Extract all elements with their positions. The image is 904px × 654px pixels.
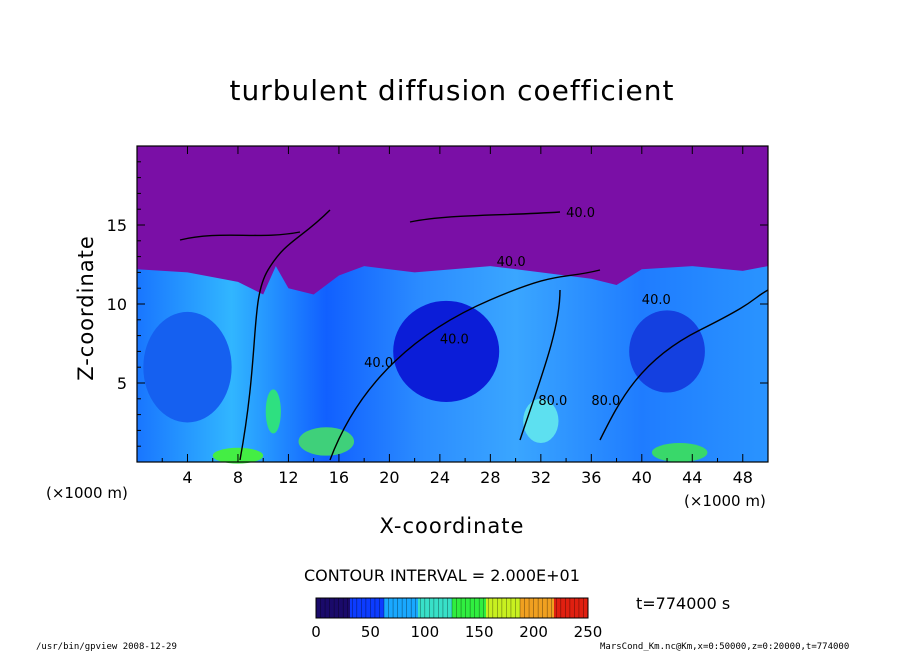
y-tick-label: 15: [107, 216, 127, 235]
colorbar-swatch: [316, 598, 324, 618]
colorbar-swatch: [452, 598, 460, 618]
colorbar-tick-label: 50: [360, 623, 380, 641]
colorbar-swatch: [472, 598, 480, 618]
colorbar-swatch: [526, 598, 535, 618]
x-axis-label: X-coordinate: [379, 514, 525, 538]
x-tick-label: 8: [233, 468, 243, 487]
x-tick-label: 12: [278, 468, 298, 487]
contour-line: [329, 269, 601, 461]
colorbar-swatch: [513, 598, 521, 618]
contour-line: [409, 211, 561, 223]
colorbar-swatch: [465, 598, 473, 618]
hotspot-green: [298, 427, 355, 456]
x-tick-label: 28: [480, 468, 500, 487]
colorbar-swatch: [560, 598, 569, 618]
contour-interval: CONTOUR INTERVAL = 2.000E+01: [304, 566, 580, 585]
plot-area: 40.0 40.0 40.0 80.0 80.0 40.0 40.0: [137, 146, 769, 464]
y-tick-label: 5: [117, 374, 127, 393]
hotspot-cyan: [523, 398, 559, 444]
eddy-left: [143, 311, 232, 423]
colorbar-swatch: [540, 598, 548, 618]
colorbar-swatch: [356, 598, 365, 618]
footer-left: /usr/bin/gpview 2008-12-29: [36, 642, 177, 652]
colorbar-swatch: [567, 598, 575, 618]
x-tick-label: 16: [329, 468, 349, 487]
colorbar-tick-label: 250: [573, 623, 603, 641]
contour-line: [599, 289, 769, 441]
contour-label: 80.0: [538, 394, 567, 409]
x-tick-label: 40: [632, 468, 652, 487]
contour-line: [179, 231, 301, 241]
colorbar-swatch: [445, 598, 453, 618]
footer-right: MarsCond_Km.nc@Km,x=0:50000,z=0:20000,t=…: [600, 642, 850, 652]
colorbar-swatch: [479, 598, 487, 618]
x-tick-label: 48: [733, 468, 753, 487]
contour-label: 40.0: [440, 333, 469, 348]
colorbar-swatch: [486, 598, 494, 618]
x-unit-right: (×1000 m): [684, 492, 766, 510]
colorbar-swatch: [411, 598, 419, 618]
colorbar-swatch: [418, 598, 426, 618]
contour-label: 40.0: [642, 293, 671, 308]
x-tick-label: 20: [379, 468, 399, 487]
colorbar: [315, 597, 589, 619]
hotspot-green: [651, 443, 708, 462]
contour-label: 80.0: [591, 394, 620, 409]
colorbar-swatch: [350, 598, 358, 618]
colorbar-swatch: [424, 598, 433, 618]
contour-line: [239, 209, 331, 461]
colorbar-swatch: [547, 598, 555, 618]
colorbar-swatch: [343, 598, 351, 618]
colorbar-swatch: [492, 598, 501, 618]
colorbar-tick-label: 200: [519, 623, 548, 641]
contour-label: 40.0: [364, 356, 393, 371]
eddy-right: [629, 310, 705, 393]
colorbar-swatch: [329, 598, 337, 618]
colorbar-swatch: [458, 598, 467, 618]
colorbar-swatch: [397, 598, 405, 618]
hotspot-green: [265, 389, 281, 434]
x-tick-label: 32: [531, 468, 551, 487]
contour-label: 40.0: [566, 206, 595, 221]
chart-title: turbulent diffusion coefficient: [229, 74, 675, 107]
colorbar-swatch: [404, 598, 412, 618]
colorbar-tick-label: 150: [464, 623, 494, 641]
colorbar-swatch: [438, 598, 446, 618]
colorbar-swatch: [363, 598, 371, 618]
x-tick-label: 24: [430, 468, 450, 487]
colorbar-swatch: [390, 598, 399, 618]
colorbar-frame: [315, 597, 589, 619]
x-tick-label: 4: [182, 468, 192, 487]
x-tick-label: 36: [581, 468, 601, 487]
colorbar-swatch: [431, 598, 439, 618]
contour-label: 40.0: [497, 255, 526, 270]
colorbar-swatch: [574, 598, 582, 618]
colorbar-swatch: [506, 598, 514, 618]
time-label: t=774000 s: [636, 594, 731, 613]
colorbar-tick-label: 100: [410, 623, 440, 641]
colorbar-swatch: [499, 598, 507, 618]
colorbar-swatch: [554, 598, 562, 618]
x-unit-left: (×1000 m): [46, 484, 128, 502]
colorbar-swatch: [533, 598, 541, 618]
colorbar-swatch: [336, 598, 344, 618]
colorbar-swatch: [377, 598, 385, 618]
colorbar-swatch: [520, 598, 528, 618]
colorbar-swatch: [322, 598, 331, 618]
y-tick-label: 10: [107, 295, 127, 314]
colorbar-tick-label: 0: [311, 623, 321, 641]
eddy-center: [393, 300, 500, 402]
colorbar-swatch: [370, 598, 378, 618]
colorbar-swatch: [384, 598, 392, 618]
contour-line: [519, 289, 561, 441]
x-tick-label: 44: [682, 468, 702, 487]
colorbar-swatch: [581, 598, 589, 618]
